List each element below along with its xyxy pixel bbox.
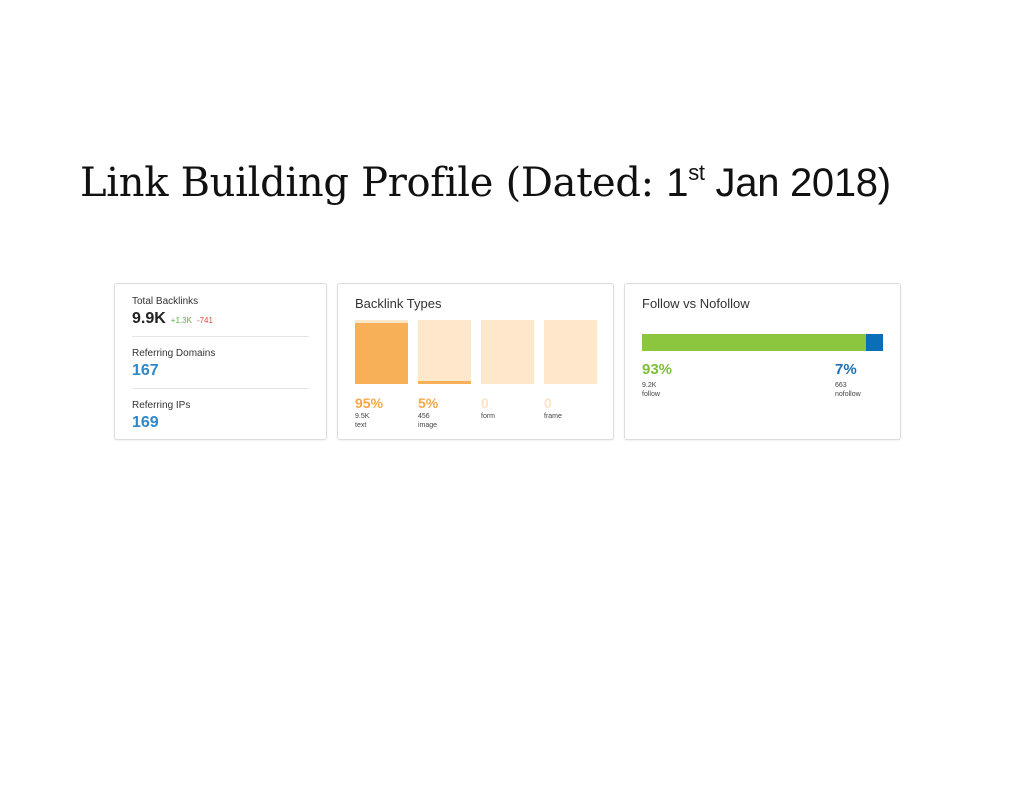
- type-pct-image: 5%: [418, 395, 439, 411]
- follow-nofollow-title: Follow vs Nofollow: [642, 296, 750, 311]
- nofollow-pct: 7%: [835, 361, 857, 378]
- follow-count: 9.2K: [642, 382, 657, 389]
- type-name-text: text: [355, 422, 367, 429]
- referring-domains-metric: Referring Domains 167: [132, 348, 309, 380]
- referring-ips-label[interactable]: Referring IPs: [132, 400, 191, 411]
- title-rest: Jan 2018): [704, 161, 892, 205]
- nofollow-name: nofollow: [835, 391, 861, 398]
- backlinks-summary-card: Total Backlinks 9.9K +1.3K -741 Referring …: [114, 283, 327, 440]
- type-name-form: form: [481, 413, 495, 420]
- follow-name: follow: [642, 391, 660, 398]
- type-column-form[interactable]: 0 form: [481, 320, 534, 421]
- type-bar-text[interactable]: [355, 320, 408, 384]
- title-suffix: st: [688, 160, 705, 185]
- type-bar-frame[interactable]: [544, 320, 597, 384]
- total-backlinks-label[interactable]: Total Backlinks: [132, 296, 199, 307]
- lost-backlinks-delta[interactable]: -741: [196, 316, 213, 325]
- total-backlinks-value[interactable]: 9.9K: [132, 310, 166, 327]
- referring-domains-label[interactable]: Referring Domains: [132, 348, 216, 359]
- nofollow-stat: 7% 663 nofollow: [835, 361, 861, 399]
- divider: [132, 388, 309, 389]
- referring-ips-value[interactable]: 169: [132, 414, 159, 431]
- type-column-image[interactable]: 5% 456 image: [418, 320, 471, 430]
- type-name-frame: frame: [544, 413, 562, 420]
- title-main: Link Building Profile (Dated:: [80, 160, 667, 206]
- new-backlinks-delta[interactable]: +1.3K: [170, 316, 192, 325]
- type-bar-image[interactable]: [418, 320, 471, 384]
- nofollow-count: 663: [835, 382, 847, 389]
- follow-nofollow-bar[interactable]: [642, 334, 883, 351]
- total-backlinks-metric: Total Backlinks 9.9K +1.3K -741: [132, 296, 309, 328]
- type-column-text[interactable]: 95% 9.5K text: [355, 320, 408, 430]
- type-count-text: 9.5K: [355, 413, 370, 420]
- referring-ips-metric: Referring IPs 169: [132, 400, 309, 432]
- backlink-types-card: Backlink Types 95% 9.5K text 5% 456 imag…: [337, 283, 614, 440]
- follow-pct: 93%: [642, 361, 673, 378]
- follow-stat: 93% 9.2K follow: [642, 361, 672, 399]
- slide-title: Link Building Profile (Dated: 1st Jan 20…: [80, 160, 891, 206]
- type-pct-form: 0: [481, 395, 489, 411]
- nofollow-segment[interactable]: [866, 334, 883, 351]
- type-pct-frame: 0: [544, 395, 552, 411]
- backlink-types-title: Backlink Types: [355, 296, 442, 311]
- referring-domains-value[interactable]: 167: [132, 362, 159, 379]
- type-count-image: 456: [418, 413, 430, 420]
- type-bar-fill-text: [355, 323, 408, 384]
- type-bar-form[interactable]: [481, 320, 534, 384]
- title-day: 1: [666, 161, 689, 205]
- type-column-frame[interactable]: 0 frame: [544, 320, 597, 421]
- follow-nofollow-card: Follow vs Nofollow 93% 9.2K follow 7% 66…: [624, 283, 901, 440]
- type-bar-fill-image: [418, 380, 471, 384]
- type-pct-text: 95%: [355, 395, 384, 411]
- type-name-image: image: [418, 422, 438, 429]
- follow-segment[interactable]: [642, 334, 867, 351]
- divider: [132, 336, 309, 337]
